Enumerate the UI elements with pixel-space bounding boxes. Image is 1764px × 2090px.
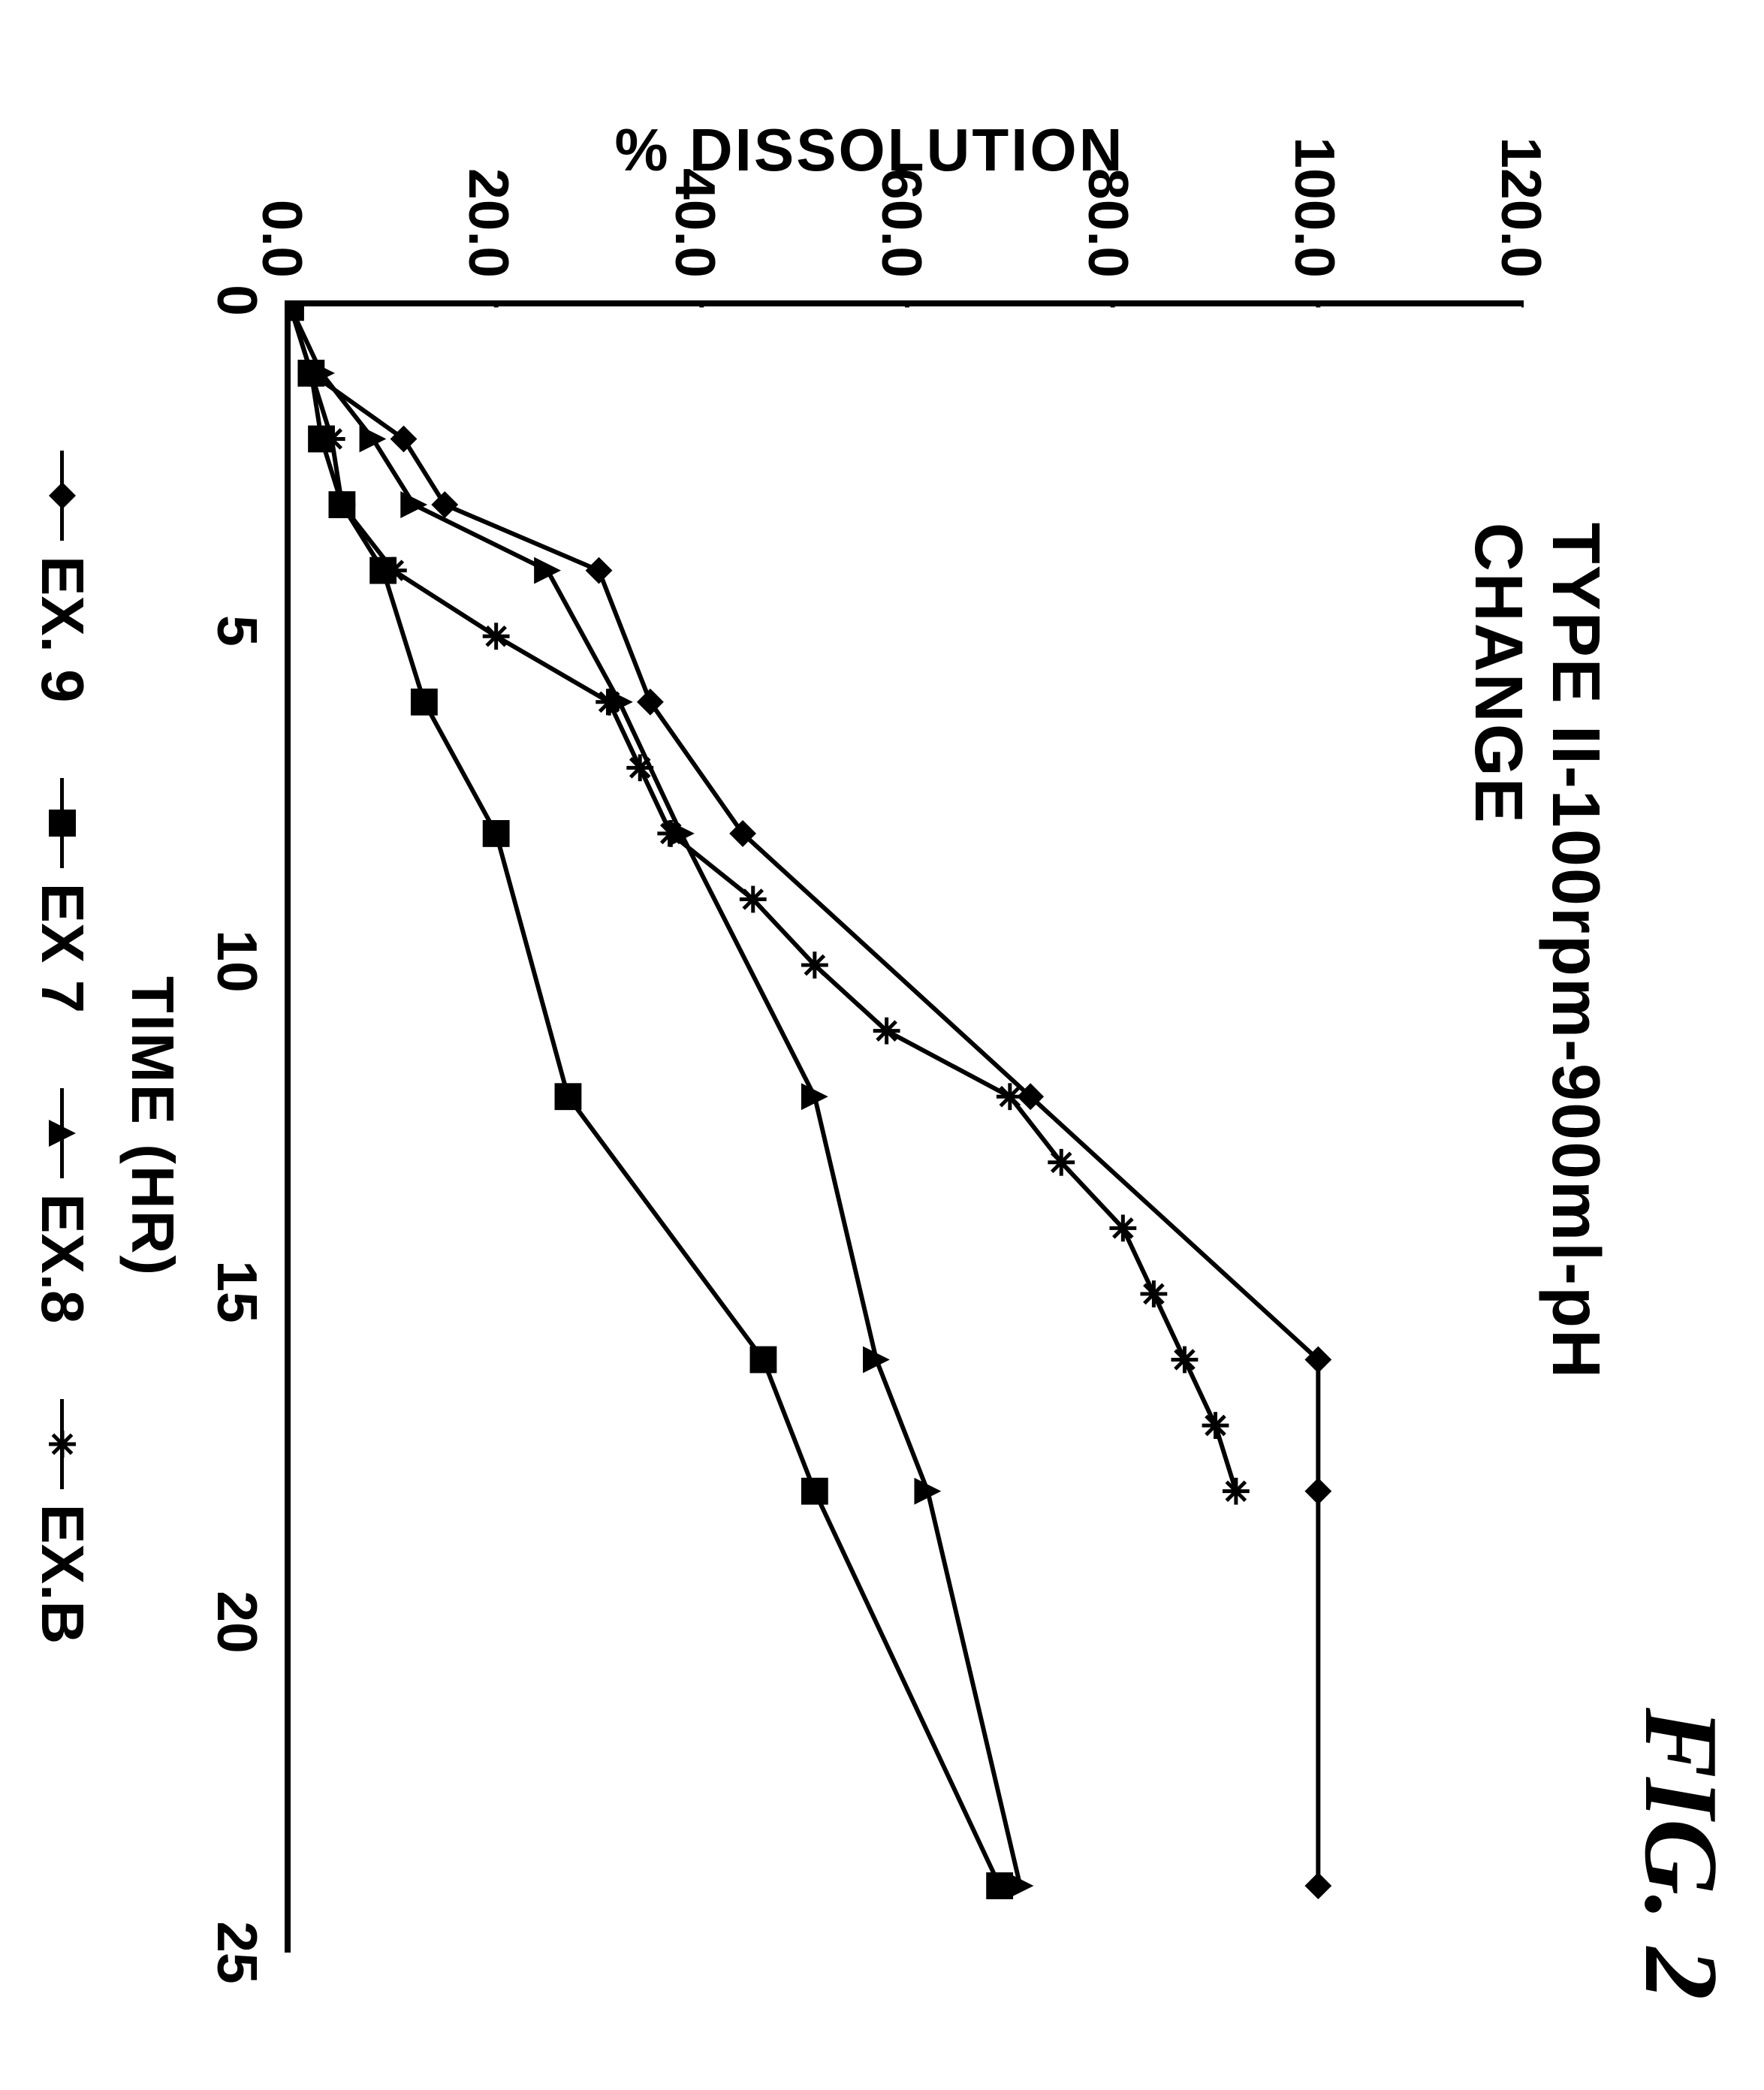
legend-item: EX. 9: [28, 451, 97, 703]
plot-area: [285, 300, 1524, 1953]
legend-label: EX.B: [28, 1504, 97, 1645]
y-tick-label: 80.0: [1076, 128, 1141, 278]
x-tick-label: 5: [205, 615, 270, 647]
x-tick-label: 0: [205, 285, 270, 316]
x-tick-label: 15: [205, 1260, 270, 1322]
legend-label: EX. 9: [28, 556, 97, 703]
figure-inner: FIG. 2 TYPE II-100rpm-900ml-pH CHANGE % …: [0, 0, 1764, 2090]
x-tick-label: 10: [205, 930, 270, 992]
legend-item: EX.8: [28, 1088, 97, 1323]
y-tick-label: 0.0: [250, 128, 315, 278]
x-axis-label: TIME (HR): [118, 976, 187, 1277]
y-tick-label: 20.0: [457, 128, 521, 278]
legend-label: EX.8: [28, 1193, 97, 1323]
chart-svg: [291, 306, 1524, 1953]
y-tick-label: 100.0: [1283, 128, 1347, 278]
figure-label: FIG. 2: [1621, 1708, 1741, 2000]
legend-marker-asterisk: [47, 1399, 77, 1489]
legend-label: EX 7: [28, 883, 97, 1013]
x-tick-label: 20: [205, 1591, 270, 1653]
legend-marker-diamond: [47, 451, 77, 541]
y-tick-label: 120.0: [1489, 128, 1554, 278]
y-tick-label: 40.0: [663, 128, 728, 278]
legend-marker-square: [47, 778, 77, 868]
legend-item: EX.B: [28, 1399, 97, 1645]
legend-marker-triangle: [47, 1088, 77, 1178]
y-tick-label: 60.0: [870, 128, 934, 278]
chart-legend: EX. 9 EX 7 EX.8 EX.B: [28, 451, 97, 1644]
figure-wrapper: FIG. 2 TYPE II-100rpm-900ml-pH CHANGE % …: [0, 0, 1764, 1764]
legend-item: EX 7: [28, 778, 97, 1013]
x-tick-label: 25: [205, 1921, 270, 1983]
